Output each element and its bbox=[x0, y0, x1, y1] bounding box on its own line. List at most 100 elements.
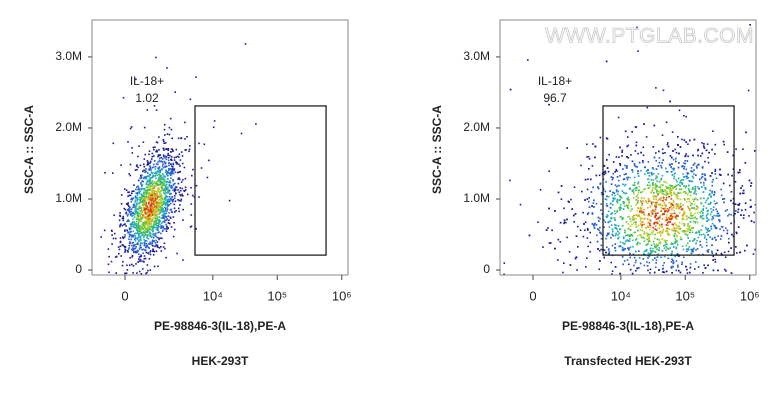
event-dot bbox=[159, 201, 162, 204]
event-dot bbox=[563, 219, 566, 221]
event-dot bbox=[131, 236, 133, 238]
event-dot bbox=[662, 190, 665, 193]
event-dot bbox=[653, 198, 655, 200]
event-dot bbox=[615, 227, 617, 229]
event-dot bbox=[715, 227, 718, 229]
event-dot bbox=[638, 161, 641, 164]
event-dot bbox=[653, 156, 656, 159]
event-dot bbox=[154, 195, 156, 197]
event-dot bbox=[666, 143, 669, 146]
event-dot bbox=[149, 160, 152, 163]
event-dot bbox=[163, 182, 165, 185]
event-dot bbox=[644, 188, 646, 190]
event-dot bbox=[699, 216, 702, 219]
event-dot bbox=[163, 123, 166, 126]
event-dot bbox=[155, 206, 157, 209]
event-dot bbox=[635, 144, 638, 147]
event-dot bbox=[134, 240, 137, 242]
event-dot bbox=[670, 261, 673, 263]
event-dot bbox=[626, 156, 628, 158]
event-dot bbox=[635, 237, 638, 240]
event-dot bbox=[704, 174, 706, 176]
event-dot bbox=[145, 206, 147, 208]
event-dot bbox=[611, 178, 614, 181]
event-dot bbox=[600, 209, 602, 211]
event-dot bbox=[124, 248, 126, 251]
event-dot bbox=[190, 203, 193, 205]
event-dot bbox=[153, 226, 155, 229]
event-dot bbox=[642, 200, 644, 202]
event-dot bbox=[143, 238, 145, 241]
event-dot bbox=[668, 187, 670, 189]
event-dot bbox=[191, 174, 193, 177]
event-dot bbox=[665, 224, 668, 226]
event-dot bbox=[169, 198, 171, 201]
event-dot bbox=[684, 160, 686, 162]
event-dot bbox=[167, 154, 169, 156]
event-dot bbox=[750, 185, 752, 187]
event-dot bbox=[670, 185, 673, 187]
event-dot bbox=[182, 259, 184, 261]
event-dot bbox=[124, 229, 126, 231]
event-dot bbox=[128, 208, 130, 210]
event-dot bbox=[129, 174, 132, 177]
event-dot bbox=[137, 227, 140, 229]
event-dot bbox=[705, 244, 708, 247]
event-dot bbox=[144, 204, 147, 207]
event-dot bbox=[554, 247, 556, 250]
event-dot bbox=[160, 217, 163, 219]
event-dot bbox=[174, 186, 177, 188]
event-dot bbox=[119, 241, 122, 244]
event-dot bbox=[663, 208, 666, 210]
event-dot bbox=[149, 223, 151, 226]
event-dot bbox=[673, 222, 676, 225]
event-dot bbox=[630, 233, 633, 236]
event-dot bbox=[164, 212, 167, 214]
event-dot bbox=[595, 224, 598, 226]
event-dot bbox=[695, 197, 697, 199]
event-dot bbox=[740, 214, 742, 216]
event-dot bbox=[178, 199, 181, 202]
event-dot bbox=[681, 165, 683, 168]
event-dot bbox=[136, 242, 139, 244]
event-dot bbox=[151, 198, 153, 200]
event-dot bbox=[206, 176, 209, 179]
event-dot bbox=[624, 248, 626, 250]
event-dot bbox=[137, 166, 139, 169]
event-dot bbox=[687, 207, 690, 209]
event-dot bbox=[157, 229, 159, 231]
event-dot bbox=[164, 203, 167, 205]
event-dot bbox=[672, 261, 675, 264]
event-dot bbox=[612, 191, 614, 194]
event-dot bbox=[662, 89, 665, 92]
event-dot bbox=[660, 225, 663, 227]
event-dot bbox=[655, 206, 657, 208]
event-dot bbox=[141, 234, 143, 237]
event-dot bbox=[626, 145, 628, 148]
event-dot bbox=[157, 168, 160, 171]
event-dot bbox=[687, 249, 690, 251]
event-dot bbox=[649, 184, 651, 187]
event-dot bbox=[648, 240, 650, 242]
event-dot bbox=[651, 232, 654, 235]
event-dot bbox=[144, 200, 147, 202]
event-dot bbox=[712, 255, 715, 258]
event-dot bbox=[656, 238, 659, 241]
event-dot bbox=[713, 225, 716, 227]
event-dot bbox=[671, 156, 673, 159]
event-dot bbox=[162, 207, 164, 210]
event-dot bbox=[623, 205, 626, 207]
event-dot bbox=[691, 175, 694, 178]
event-dot bbox=[154, 193, 156, 195]
event-dot bbox=[637, 224, 640, 227]
event-dot bbox=[677, 136, 679, 138]
event-dot bbox=[643, 264, 646, 267]
event-dot bbox=[155, 214, 158, 217]
event-dot bbox=[576, 269, 578, 271]
event-dot bbox=[709, 202, 712, 205]
event-dot bbox=[148, 173, 151, 176]
event-dot bbox=[159, 196, 162, 198]
event-dot bbox=[703, 147, 706, 149]
event-dot bbox=[707, 203, 710, 205]
event-dot bbox=[691, 180, 694, 183]
